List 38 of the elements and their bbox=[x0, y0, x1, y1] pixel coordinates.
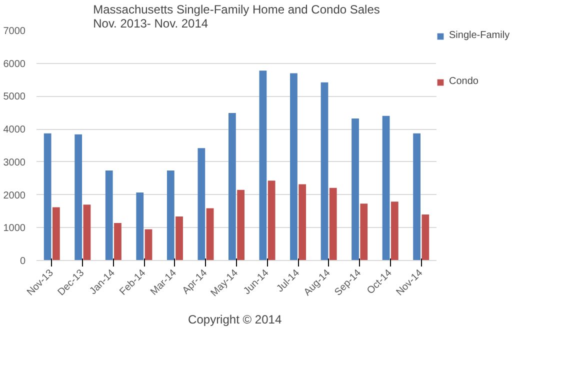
bar bbox=[44, 133, 52, 260]
bar bbox=[298, 184, 306, 260]
bar bbox=[422, 214, 430, 260]
bar bbox=[114, 223, 122, 260]
bar bbox=[206, 208, 214, 260]
text: Copyright © 2014 bbox=[188, 312, 282, 326]
y-tick-label: 0 bbox=[20, 256, 26, 267]
bar bbox=[382, 116, 390, 260]
bar bbox=[52, 207, 60, 260]
bar bbox=[360, 204, 368, 260]
bar bbox=[320, 82, 328, 260]
y-tick-label: 4000 bbox=[3, 124, 26, 136]
bar bbox=[166, 170, 174, 260]
bar bbox=[228, 112, 236, 260]
bar bbox=[268, 180, 276, 260]
legend-label: Single-Family bbox=[449, 30, 510, 41]
bar bbox=[290, 73, 298, 260]
bar bbox=[144, 229, 152, 260]
bar bbox=[136, 192, 144, 260]
y-tick-label: 2000 bbox=[3, 190, 26, 202]
bar bbox=[329, 188, 337, 260]
bar bbox=[83, 204, 91, 260]
bar bbox=[390, 202, 398, 260]
bar bbox=[74, 134, 82, 260]
y-tick-label: 6000 bbox=[3, 58, 26, 70]
chart-title: Massachusetts Single-Family Home and Condo Sales Nov. 2013- Nov. 2014 bbox=[93, 2, 380, 30]
bar bbox=[237, 190, 244, 260]
bar bbox=[413, 133, 420, 260]
y-tick-label: 5000 bbox=[3, 92, 26, 103]
bar bbox=[198, 148, 206, 260]
bar bbox=[105, 170, 113, 260]
y-tick-label: 1000 bbox=[3, 223, 26, 234]
y-tick-label: 7000 bbox=[3, 26, 26, 37]
bar bbox=[176, 216, 183, 260]
bar bbox=[259, 70, 267, 260]
bar bbox=[352, 118, 359, 260]
y-tick-label: 3000 bbox=[3, 157, 26, 168]
legend-label: Condo bbox=[449, 76, 478, 87]
